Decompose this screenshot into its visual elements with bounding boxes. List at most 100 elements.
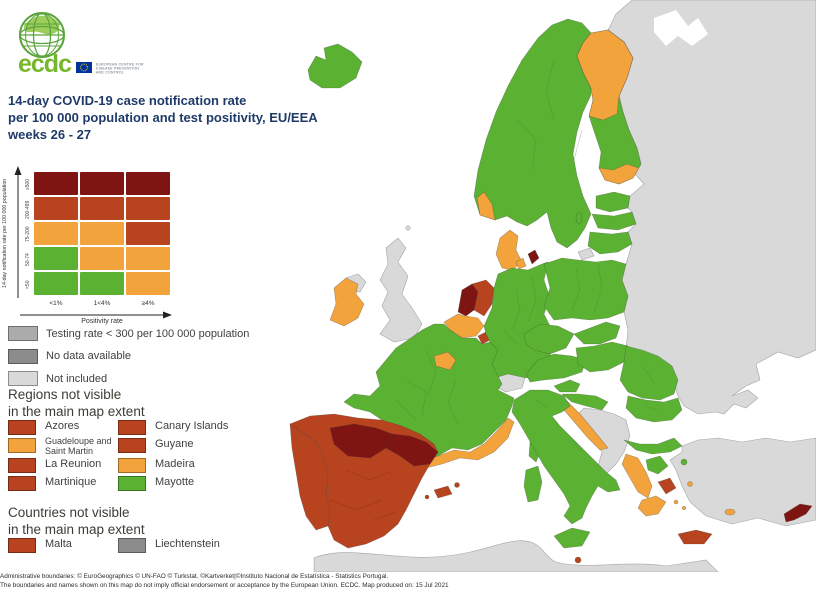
map-region-balearic-islands: [433, 485, 453, 499]
matrix-x-axis-arrow: [20, 311, 172, 319]
map-region-aegean-1: [687, 481, 693, 487]
map-region-bulgaria: [625, 395, 683, 423]
map-region-finland-south-coast: [598, 163, 640, 185]
region-item-azores: Azores: [8, 420, 79, 435]
map-region-gotland: [575, 211, 583, 225]
matrix-cell-r3-c1: [80, 247, 124, 270]
status-swatch: [8, 371, 38, 386]
map-region-thessaly: [645, 455, 669, 475]
status-swatch: [8, 326, 38, 341]
status-legend-item: No data available: [8, 348, 131, 364]
page-title: 14-day COVID-19 case notification rate p…: [8, 92, 318, 143]
ecdc-wordmark: ecdc: [18, 50, 72, 78]
matrix-col-label-0: <1%: [49, 300, 63, 307]
map-region-ireland: [329, 277, 365, 327]
region-item-la-reunion: La Reunion: [8, 458, 101, 473]
svg-text:DISEASE PREVENTION: DISEASE PREVENTION: [96, 67, 139, 71]
matrix-cell-r4-c1: [80, 272, 124, 295]
title-line-3: weeks 26 - 27: [8, 127, 92, 142]
matrix-row-label-2: 75-200: [25, 226, 31, 243]
map-region-france-south: [421, 417, 515, 469]
map-region-greece-west: [621, 453, 653, 499]
region-item-swatch: [8, 438, 36, 453]
map-region-white-sea: [654, 10, 708, 46]
map-region-peloponnese: [637, 495, 667, 517]
map-region-uk: [379, 237, 423, 343]
matrix-cell-r1-c1: [80, 197, 124, 220]
region-item-label: Azores: [45, 420, 80, 432]
country-item-malta: Malta: [8, 538, 72, 553]
status-legend-item: Not included: [8, 371, 107, 386]
matrix-cell-r3-c2: [126, 247, 170, 270]
region-item-label: Canary Islands: [155, 420, 229, 432]
matrix-row-label-1: 200-499: [25, 200, 31, 219]
title-line-2: per 100 000 population and test positivi…: [8, 110, 318, 125]
region-item-martinique: Martinique: [8, 476, 96, 491]
spain-internal-boundaries-decoration: [329, 469, 397, 521]
matrix-cell-r1-c2: [126, 197, 170, 220]
map-region-croatia-inland: [561, 393, 609, 411]
map-region-sicily: [553, 527, 591, 549]
region-item-label: Madeira: [155, 458, 195, 470]
map-region-scandinavia: [473, 18, 592, 249]
matrix-row-labels: ≥500 200-499 75-200 50-74 <50: [24, 172, 33, 295]
region-item-label: Mayotte: [155, 476, 195, 488]
matrix-col-label-2: ≥4%: [141, 300, 155, 307]
eu-flag-icon: [76, 62, 92, 73]
map-region-slovakia: [573, 321, 621, 345]
map-region-shetland: [405, 225, 411, 231]
map-region-attica: [657, 477, 677, 495]
status-label: Not included: [46, 372, 108, 385]
map-region-iceland: [307, 43, 363, 89]
region-item-label: La Reunion: [45, 458, 102, 470]
map-region-turkey: [669, 437, 816, 527]
country-item-swatch: [118, 538, 146, 553]
map-region-copenhagen: [527, 249, 540, 265]
map-region-norway-southwest: [476, 191, 496, 221]
map-region-menorca: [454, 482, 460, 488]
map-region-ibiza: [424, 494, 430, 500]
region-item-mayotte: Mayotte: [118, 476, 194, 491]
map-region-estonia: [595, 191, 631, 213]
matrix-cell-r0-c0: [34, 172, 78, 195]
map-region-north-africa: [313, 540, 719, 572]
region-item-madeira: Madeira: [118, 458, 195, 473]
map-region-portugal: [289, 423, 331, 531]
map-region-netherlands-coast: [457, 283, 479, 317]
status-legend-item: Testing rate < 300 per 100 000 populatio…: [8, 326, 249, 341]
region-item-swatch: [118, 438, 146, 453]
footer-line-1: Administrative boundaries: © EuroGeograp…: [0, 573, 389, 580]
map-region-lithuania: [587, 231, 633, 255]
matrix-cell-r4-c0: [34, 272, 78, 295]
region-item-label: Guyane: [155, 438, 194, 450]
matrix-cell-r1-c0: [34, 197, 78, 220]
matrix-row-label-3: 50-74: [25, 253, 31, 266]
country-item-label: Liechtenstein: [155, 538, 220, 550]
region-item-canary-islands: Canary Islands: [118, 420, 228, 435]
region-item-label: Martinique: [45, 476, 97, 488]
map-region-poland: [543, 257, 629, 321]
footer-line-2: The boundaries and names shown on this m…: [0, 582, 449, 589]
matrix-row-label-4: <50: [25, 280, 31, 289]
ecdc-logo: ecdc EUROPEAN CENTRE FOR DISEASE PREVENT…: [18, 12, 144, 78]
logo-org-text: EUROPEAN CENTRE FOR DISEASE PREVENTION A…: [96, 63, 144, 75]
region-item-swatch: [118, 420, 146, 435]
matrix-cell-r2-c1: [80, 222, 124, 245]
matrix-row-label-0: ≥500: [25, 178, 31, 191]
map-region-italy: [511, 389, 621, 525]
map-region-crete: [677, 529, 713, 545]
map-region-romania: [619, 345, 679, 401]
region-item-guyane: Guyane: [118, 438, 194, 453]
matrix-y-axis-label: 14-day notification rate per 100 000 pop…: [2, 178, 8, 288]
region-item-swatch: [118, 458, 146, 473]
nuts-boundaries-decoration: [395, 59, 659, 453]
map-region-fyn: [515, 257, 527, 270]
matrix-grid: [34, 172, 170, 295]
matrix-cell-r3-c0: [34, 247, 78, 270]
matrix-cell-r0-c2: [126, 172, 170, 195]
region-item-swatch: [8, 420, 36, 435]
globe-icon: [19, 12, 65, 58]
region-item-label: Guadeloupe and Saint Martin: [45, 436, 112, 456]
map-region-malta: [574, 556, 582, 564]
svg-text:AND CONTROL: AND CONTROL: [96, 71, 124, 75]
